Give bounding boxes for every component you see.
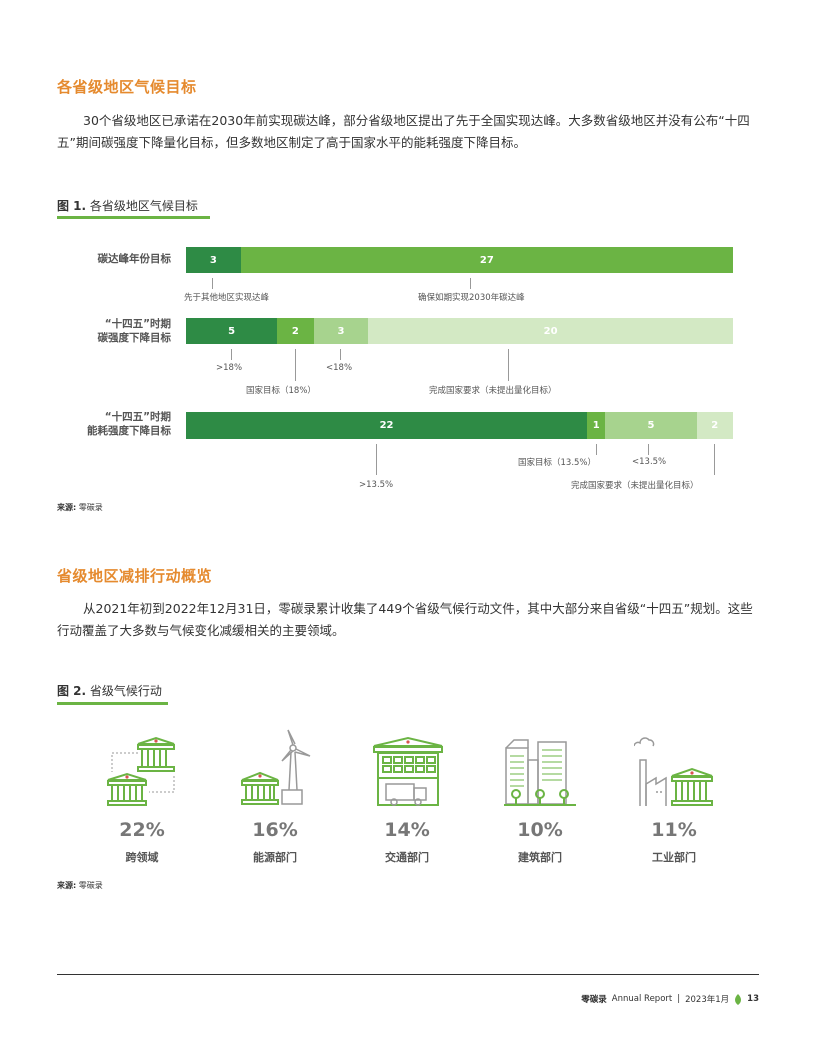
section-title: 省级地区减排行动概览	[57, 567, 213, 585]
annotation: >13.5%	[359, 480, 394, 490]
figure-title: 图 2. 省级气候行动	[57, 682, 162, 704]
bar-segment: 27	[240, 247, 733, 273]
bar-segment: 20	[368, 318, 733, 344]
annotation: <18%	[326, 363, 353, 373]
energy-icon	[241, 729, 311, 805]
stat-percent: 11%	[651, 819, 697, 841]
footer-divider	[57, 974, 759, 975]
page-footer: 零碳录 Annual Report | 2023年1月 13	[581, 993, 759, 1005]
annotation: 完成国家要求（未提出量化目标）	[571, 481, 699, 491]
stacked-bar-peak: 3 27	[186, 247, 733, 273]
transport-icon	[373, 736, 443, 806]
industry-icon	[634, 737, 713, 806]
stacked-bar-energy-intensity: 22 1 5 2	[186, 412, 733, 439]
stat-label: 跨领域	[125, 851, 159, 864]
annotation: 先于其他地区实现达峰	[184, 293, 270, 303]
row-label-carbon-intensity: “十四五”时期 碳强度下降目标	[97, 318, 172, 344]
footer-date: 2023年1月	[685, 995, 730, 1005]
stat-label: 工业部门	[652, 851, 696, 864]
page-number: 13	[747, 994, 759, 1004]
bar-segment: 2	[696, 412, 733, 439]
annotation: <13.5%	[632, 457, 667, 467]
row-label-peak: 碳达峰年份目标	[97, 253, 172, 265]
section-paragraph: 从2021年初到2022年12月31日，零碳录累计收集了449个省级气候行动文件…	[57, 601, 753, 638]
stat-label: 能源部门	[253, 851, 297, 864]
figure-label: 图 2.	[57, 684, 87, 698]
section-paragraph: 30个省级地区已承诺在2030年前实现碳达峰，部分省级地区提出了先于全国实现达峰…	[57, 113, 750, 150]
annotation: 确保如期实现2030年碳达峰	[418, 293, 525, 303]
stacked-bar-carbon-intensity: 5 2 3 20	[186, 318, 733, 344]
bar-segment: 2	[277, 318, 314, 344]
figure-underline	[57, 216, 210, 219]
bar-segment: 3	[313, 318, 369, 344]
figure-source: 来源: 零碳录	[57, 503, 103, 512]
bar-segment: 3	[186, 247, 241, 273]
stat-percent: 14%	[384, 819, 430, 841]
annotation: >18%	[216, 363, 243, 373]
figure-label: 图 1.	[57, 199, 87, 213]
annotation: 完成国家要求（未提出量化目标）	[429, 386, 557, 396]
figure-source: 来源: 零碳录	[57, 881, 103, 890]
figure-caption: 省级气候行动	[89, 684, 162, 698]
figure-caption: 各省级地区气候目标	[89, 199, 198, 213]
annotation: 国家目标（18%）	[246, 386, 316, 396]
stat-label: 建筑部门	[518, 851, 562, 864]
stat-percent: 16%	[252, 819, 298, 841]
bar-segment: 22	[186, 412, 588, 439]
cross-domain-icon	[107, 736, 175, 806]
row-label-energy-intensity: “十四五”时期 能耗强度下降目标	[87, 411, 171, 437]
section-title: 各省级地区气候目标	[57, 78, 197, 96]
figure-underline	[57, 702, 168, 705]
stat-label: 交通部门	[385, 851, 429, 864]
bar-segment: 5	[186, 318, 278, 344]
stat-percent: 10%	[517, 819, 563, 841]
footer-brand: 零碳录	[581, 995, 607, 1005]
bar-segment: 1	[587, 412, 606, 439]
annotation: 国家目标（13.5%）	[518, 458, 597, 468]
building-icon	[504, 739, 576, 806]
footer-report: Annual Report	[611, 994, 673, 1004]
leaf-icon	[735, 993, 742, 1005]
stat-percent: 22%	[119, 819, 165, 841]
figure-title: 图 1. 各省级地区气候目标	[57, 197, 198, 219]
bar-segment: 5	[605, 412, 697, 439]
